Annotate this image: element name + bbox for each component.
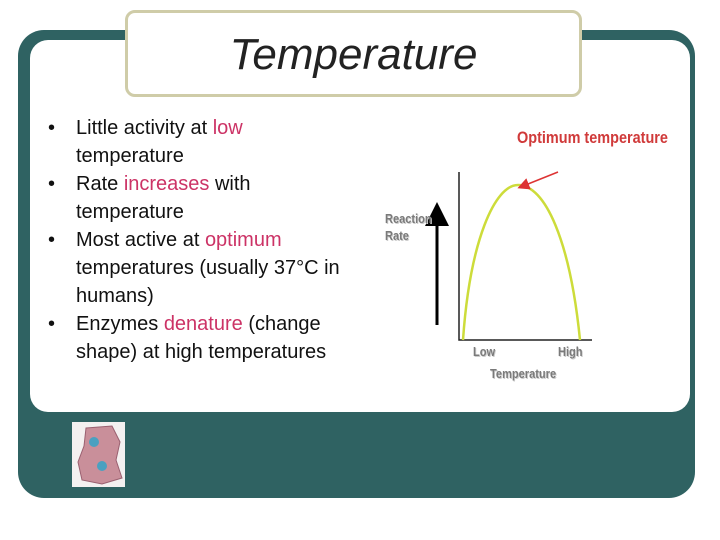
bullet-list: Little activity at low temperatureRate i…	[48, 114, 348, 366]
highlight-text: denature	[163, 313, 243, 335]
highlight-text: low	[212, 117, 243, 139]
title-box	[125, 10, 582, 97]
bullet: Most active at optimum temperatures (usu…	[48, 226, 348, 310]
enzyme-image	[72, 422, 125, 487]
bullet: Rate increases with temperature	[48, 170, 348, 226]
peak-label: Optimum temperature	[517, 128, 668, 147]
bullet-text: (change shape) at high temperatures	[76, 313, 327, 363]
bullet-text: temperatures (usually 37°C in humans)	[76, 257, 340, 307]
bullet-text: Most active at	[76, 229, 205, 251]
bullet: Enzymes denature (change shape) at high …	[48, 310, 348, 366]
x-high: High	[558, 344, 583, 359]
bullet-text: Enzymes	[76, 313, 164, 335]
bullet-text: Little activity at	[76, 117, 213, 139]
highlight-text: increases	[123, 173, 210, 195]
x-label: Temperature	[490, 366, 557, 381]
rate-curve	[461, 183, 582, 341]
bullet-text: Rate	[76, 173, 124, 195]
bullet: Little activity at low temperature	[48, 114, 348, 170]
bullet-text: temperature	[76, 145, 184, 167]
highlight-text: optimum	[204, 229, 282, 251]
y-label: Reaction Rate	[385, 211, 432, 243]
title: Temperature	[229, 30, 478, 79]
optimum-arrow	[517, 171, 559, 190]
axes	[458, 172, 592, 341]
bullet-text: with temperature	[76, 173, 251, 223]
x-low: Low	[473, 344, 496, 359]
